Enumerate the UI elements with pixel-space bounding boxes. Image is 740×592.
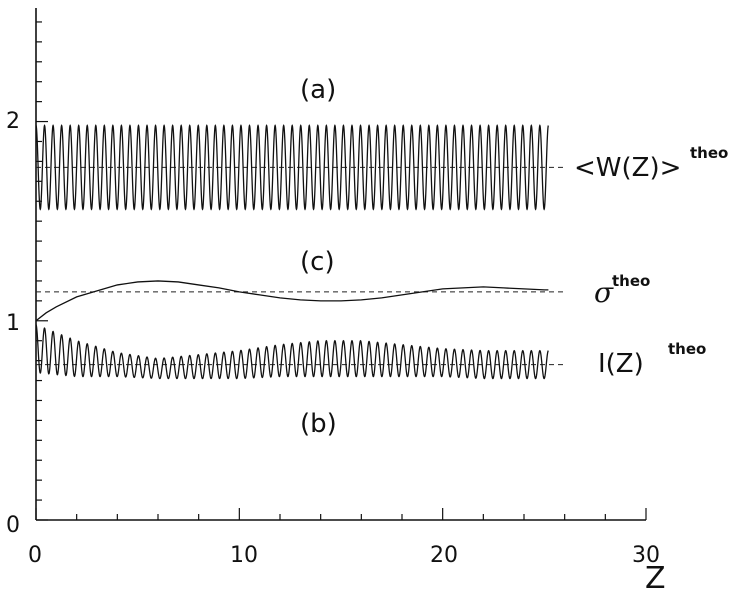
- series-label-w: <W(Z)> theo: [574, 144, 728, 183]
- panel-label-b: (b): [300, 409, 337, 439]
- series-line-W: [35, 124, 549, 211]
- series-line-I: [35, 324, 549, 380]
- y-tick-label-1: 1: [6, 311, 20, 336]
- series-label-i: I(Z) theo: [598, 340, 706, 379]
- x-tick-label-10: 10: [230, 543, 258, 568]
- series-group: [35, 124, 549, 380]
- x-tick-label-20: 20: [430, 543, 458, 568]
- x-tick-label-0: 0: [28, 543, 42, 568]
- series-label-i-sup: theo: [668, 340, 706, 358]
- panel-label-c: (c): [300, 247, 335, 277]
- axes: [35, 8, 647, 521]
- series-label-i-main: I(Z): [598, 349, 644, 379]
- x-axis-title: Z: [645, 561, 666, 592]
- panel-label-a: (a): [300, 75, 336, 105]
- series-label-w-main: <W(Z)>: [574, 153, 681, 183]
- y-tick-label-0: 0: [6, 513, 20, 538]
- y-tick-label-2: 2: [6, 109, 20, 134]
- series-label-w-sup: theo: [690, 144, 728, 162]
- x-tick-label-30: 30: [632, 543, 660, 568]
- series-label-sigma-sup: theo: [612, 272, 650, 290]
- series-line-sigma: [35, 280, 549, 322]
- series-label-sigma-main: σ: [594, 276, 614, 309]
- series-label-sigma: σ theo: [594, 272, 650, 309]
